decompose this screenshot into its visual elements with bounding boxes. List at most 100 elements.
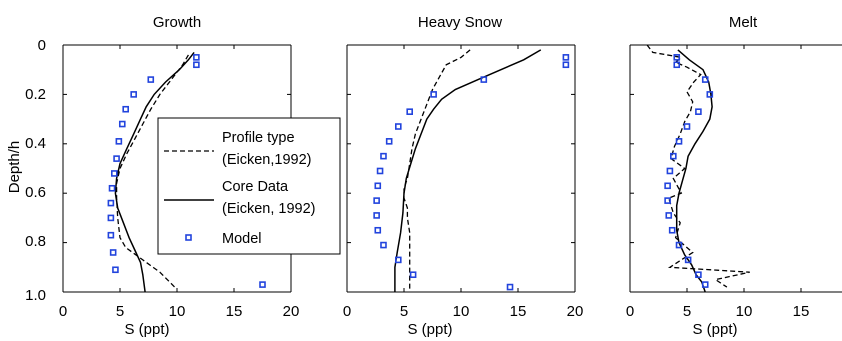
model-marker (193, 54, 200, 61)
model-marker (701, 76, 709, 83)
axis-ticks: 0 5 10 15 20 (343, 303, 584, 320)
model-marker (406, 108, 414, 115)
series-layer (373, 49, 570, 292)
x-tick-label: 10 (453, 303, 470, 320)
panel-melt: Melt 0 5 10 15 S (ppt) (626, 14, 842, 338)
core-data-line (114, 51, 195, 292)
profile-type-line (403, 49, 471, 292)
series-layer (107, 51, 266, 292)
y-tick-label: 0.8 (25, 233, 46, 250)
model-marker (394, 123, 402, 130)
chart-title: Melt (729, 14, 758, 31)
x-tick-label: 15 (226, 303, 243, 320)
chart-title: Growth (153, 14, 201, 31)
model-marker (130, 91, 137, 98)
core-data-line (394, 49, 542, 292)
profile-type-line (646, 44, 750, 288)
x-tick-label: 0 (626, 303, 634, 320)
model-marker (664, 182, 671, 190)
model-marker (684, 256, 692, 264)
model-marker (409, 271, 417, 279)
x-tick-label: 20 (567, 303, 584, 320)
model-marker (506, 283, 514, 291)
legend-label: Model (222, 231, 262, 247)
y-tick-label: 0.6 (25, 184, 46, 201)
series-layer (646, 44, 750, 292)
panel-heavy-snow: Heavy Snow 0 5 10 15 20 S (ppt) (343, 14, 584, 338)
model-marker (373, 197, 380, 204)
model-marker (665, 212, 673, 219)
x-tick-label: 15 (793, 303, 810, 320)
x-axis-label: S (ppt) (124, 321, 169, 338)
model-marker (675, 241, 683, 249)
x-tick-label: 15 (510, 303, 527, 320)
x-tick-label: 5 (683, 303, 691, 320)
axis-ticks: 0 5 10 15 20 0 0.2 0.4 0.6 0.8 1.0 (25, 37, 299, 320)
model-marker (430, 91, 437, 98)
core-data-line (675, 49, 713, 292)
model-marker (701, 281, 709, 288)
model-marker (664, 197, 671, 204)
model-marker (695, 108, 702, 115)
model-marker (147, 76, 155, 83)
legend-label: (Eicken, 1992) (222, 201, 316, 217)
x-tick-label: 5 (400, 303, 408, 320)
x-axis-label: S (ppt) (407, 321, 452, 338)
model-marker (108, 184, 116, 192)
x-tick-label: 10 (169, 303, 186, 320)
model-marker (695, 271, 702, 279)
model-marker (111, 170, 118, 177)
chart-title: Heavy Snow (418, 14, 502, 31)
x-tick-label: 5 (116, 303, 124, 320)
profile-type-line (115, 54, 189, 288)
model-marker (376, 167, 384, 175)
legend-box (157, 117, 341, 255)
model-marker (107, 231, 115, 239)
x-tick-label: 10 (736, 303, 753, 320)
model-marker (666, 167, 674, 175)
model-marker (193, 61, 200, 69)
x-tick-label: 20 (283, 303, 300, 320)
model-marker (394, 256, 402, 264)
model-marker (562, 54, 570, 61)
model-marker (115, 138, 123, 145)
model-marker (109, 249, 117, 256)
y-tick-label: 0 (38, 37, 46, 54)
x-axis-label: S (ppt) (692, 321, 737, 338)
y-axis-label: Depth/h (6, 141, 23, 194)
model-marker (380, 241, 387, 249)
model-marker (118, 120, 126, 128)
x-tick-label: 0 (343, 303, 351, 320)
model-marker (706, 91, 714, 98)
model-marker (374, 182, 382, 190)
model-marker (380, 152, 387, 160)
y-tick-label: 1.0 (25, 287, 46, 304)
legend-label: (Eicken,1992) (222, 152, 311, 168)
model-marker (480, 76, 488, 83)
axis-ticks: 0 5 10 15 (626, 303, 810, 320)
model-marker (675, 138, 683, 145)
model-marker (562, 61, 570, 69)
legend: Profile type (Eicken,1992) Core Data (Ei… (157, 117, 341, 255)
model-marker (112, 266, 119, 274)
model-marker (668, 226, 676, 234)
model-marker (385, 138, 393, 145)
plot-area (346, 44, 576, 293)
model-marker (683, 123, 691, 130)
model-marker (673, 61, 681, 69)
legend-swatch-marker (185, 234, 192, 241)
plot-area (629, 44, 842, 293)
model-marker (107, 214, 115, 222)
y-tick-label: 0.4 (25, 135, 46, 152)
model-marker (373, 212, 380, 219)
model-marker (107, 199, 115, 207)
legend-label: Profile type (222, 130, 295, 146)
x-tick-label: 0 (59, 303, 67, 320)
model-marker (113, 155, 120, 162)
y-tick-label: 0.2 (25, 86, 46, 103)
model-marker (670, 152, 677, 160)
model-marker (673, 54, 681, 61)
legend-label: Core Data (222, 179, 289, 195)
model-marker (122, 105, 129, 113)
